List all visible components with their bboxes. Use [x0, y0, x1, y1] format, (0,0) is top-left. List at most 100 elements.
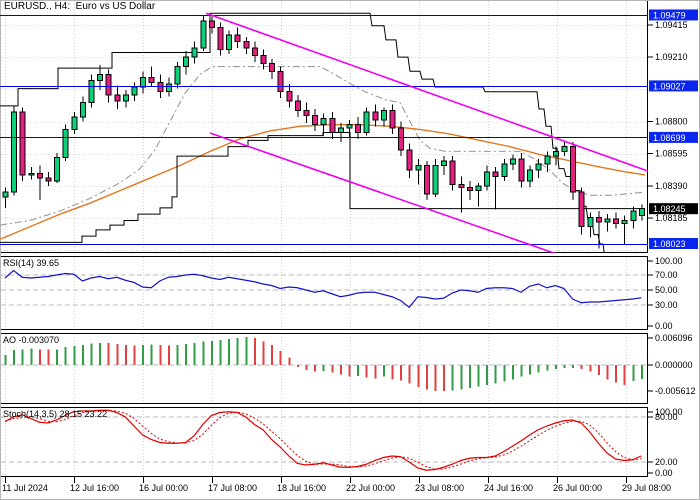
svg-text:23 Jul 08:00: 23 Jul 08:00	[415, 483, 464, 493]
candle	[174, 61, 181, 89]
candle	[19, 107, 26, 182]
candle	[527, 165, 534, 188]
candle	[54, 152, 61, 183]
svg-text:16 Jul 00:00: 16 Jul 00:00	[139, 483, 188, 493]
candle	[337, 123, 344, 142]
candle	[484, 165, 491, 191]
main-chart-panel[interactable]	[0, 12, 650, 258]
candle	[79, 96, 86, 122]
horizontal-level-lines[interactable]	[0, 14, 648, 246]
candle	[466, 181, 473, 201]
rsi-panel[interactable]	[1, 269, 647, 309]
candle	[638, 204, 645, 221]
candle	[613, 212, 620, 229]
candle	[243, 36, 250, 55]
candle	[595, 211, 602, 249]
svg-text:11 Jul 2024: 11 Jul 2024	[2, 483, 48, 493]
candle	[355, 116, 362, 139]
trendlines[interactable]	[205, 12, 650, 253]
svg-text:1.08595: 1.08595	[655, 149, 688, 159]
candle	[406, 143, 413, 179]
candle	[415, 159, 422, 185]
candle	[458, 176, 465, 213]
svg-text:22 Jul 00:00: 22 Jul 00:00	[346, 483, 395, 493]
candle	[45, 171, 52, 186]
candle	[501, 159, 508, 182]
candle	[561, 140, 568, 157]
candle	[28, 167, 35, 180]
candle	[277, 66, 284, 98]
rsi-label: RSI(14) 39.65	[3, 258, 60, 268]
svg-text:1.08800: 1.08800	[655, 117, 688, 127]
svg-text:26 Jul 00:00: 26 Jul 00:00	[553, 483, 602, 493]
candle	[208, 16, 215, 34]
candle	[71, 112, 78, 135]
svg-text:17 Jul 08:00: 17 Jul 08:00	[208, 483, 257, 493]
candle	[372, 104, 379, 127]
svg-text:70.00: 70.00	[655, 270, 678, 280]
candle	[329, 112, 336, 139]
candle	[363, 107, 370, 136]
candles-layer	[2, 14, 645, 249]
candle	[604, 214, 611, 232]
ao-panel[interactable]	[1, 337, 647, 391]
candle	[492, 167, 499, 210]
candle	[11, 105, 18, 196]
candle	[423, 160, 430, 201]
candle	[2, 187, 9, 208]
candle	[36, 165, 43, 201]
candle	[621, 215, 628, 244]
candle	[346, 119, 353, 138]
svg-text:1.08390: 1.08390	[655, 181, 688, 191]
candle	[183, 50, 190, 75]
svg-text:1.09415: 1.09415	[655, 20, 688, 30]
svg-text:0.006096: 0.006096	[655, 333, 693, 343]
stoch-panel[interactable]	[1, 409, 647, 471]
stoch-label: Stoch(14,3,5) 28.15 23.22	[3, 409, 108, 419]
candle	[286, 83, 293, 108]
candle	[200, 14, 207, 51]
svg-text:18 Jul 16:00: 18 Jul 16:00	[277, 483, 326, 493]
candle	[630, 206, 637, 229]
candle	[475, 182, 482, 207]
candle	[217, 22, 224, 56]
candle	[122, 90, 129, 108]
svg-text:30.00: 30.00	[655, 300, 678, 310]
chart-title: EURUSD., H4: Euro vs US Dollar	[4, 1, 156, 12]
price-scale[interactable]: 1.09415 1.09210 1.08800 1.08595 1.08390 1.081…	[0, 9, 698, 250]
svg-text:0.00: 0.00	[655, 321, 673, 331]
svg-text:100.00: 100.00	[655, 256, 683, 266]
rsi-scale[interactable]: 100.00 70.00 50.00 30.00 0.00	[648, 256, 683, 331]
candle	[312, 108, 319, 131]
svg-text:1.08185: 1.08185	[655, 213, 688, 223]
candle	[260, 49, 267, 70]
svg-text:20.00: 20.00	[655, 457, 678, 467]
svg-text:24 Jul 16:00: 24 Jul 16:00	[484, 483, 533, 493]
ao-label: AO -0.003070	[3, 335, 60, 345]
candle	[535, 159, 542, 179]
candle	[88, 74, 95, 108]
candle	[303, 102, 310, 124]
svg-text:1.08245: 1.08245	[653, 204, 686, 214]
svg-text:80.00: 80.00	[655, 412, 678, 422]
candle	[552, 146, 559, 166]
candle	[441, 156, 448, 175]
svg-text:-0.005612: -0.005612	[655, 386, 696, 396]
candle	[544, 151, 551, 172]
candle	[148, 66, 155, 88]
candle	[62, 124, 69, 161]
candle	[570, 141, 577, 201]
candle	[578, 187, 585, 235]
candle	[294, 94, 301, 117]
candle	[509, 154, 516, 171]
svg-text:100.00: 100.00	[655, 407, 683, 417]
svg-text:50.00: 50.00	[655, 285, 678, 295]
time-scale[interactable]: 11 Jul 2024 12 Jul 16:00 16 Jul 00:00 17 Ju…	[2, 477, 671, 493]
candle	[518, 152, 525, 188]
candle	[432, 159, 439, 197]
candle	[587, 212, 594, 238]
ao-scale[interactable]: 0.006096 0.000000 -0.005612	[648, 333, 696, 396]
